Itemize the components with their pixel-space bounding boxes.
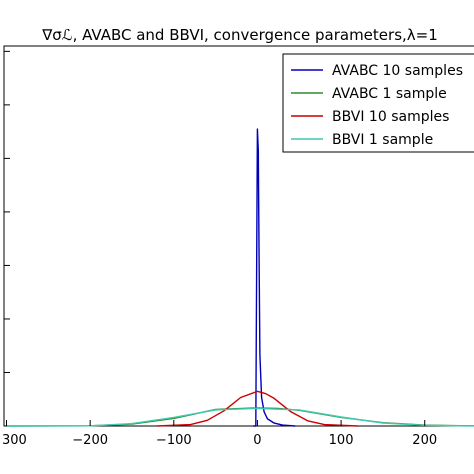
series-line-4 — [6, 407, 474, 427]
x-tick-label: 300 — [2, 433, 27, 448]
x-tick-label: 200 — [412, 433, 437, 448]
series-layer — [6, 128, 474, 427]
plot-area — [3, 45, 474, 427]
legend-label: BBVI 10 samples — [332, 109, 449, 125]
x-axis: 300 −200 −100 0 100 200 — [2, 50, 437, 448]
series-line-2 — [6, 407, 474, 427]
x-tick-label: 0 — [253, 433, 261, 448]
legend-label: BBVI 1 sample — [332, 132, 433, 148]
x-tick-label: −200 — [72, 433, 108, 448]
legend-label: AVABC 1 sample — [332, 86, 447, 102]
legend: AVABC 10 samples AVABC 1 sample BBVI 10 sa… — [282, 53, 474, 153]
x-tick-label: −100 — [156, 433, 192, 448]
x-tick-label: 100 — [329, 433, 354, 448]
legend-label: AVABC 10 samples — [332, 63, 463, 79]
series-line-1 — [253, 128, 296, 427]
chart-title: ∇σℒ, AVABC and BBVI, convergence paramet… — [41, 26, 438, 44]
series-line-3 — [157, 390, 358, 427]
